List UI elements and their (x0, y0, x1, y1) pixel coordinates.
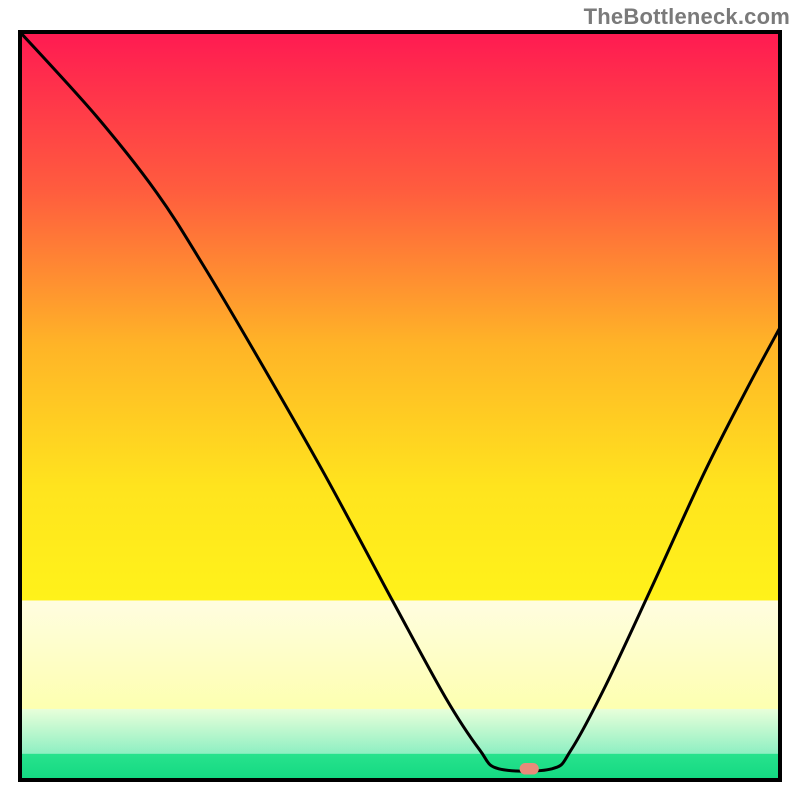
figure-root: TheBottleneck.com (0, 0, 800, 800)
watermark-text: TheBottleneck.com (584, 4, 790, 30)
bottleneck-chart (0, 0, 800, 800)
